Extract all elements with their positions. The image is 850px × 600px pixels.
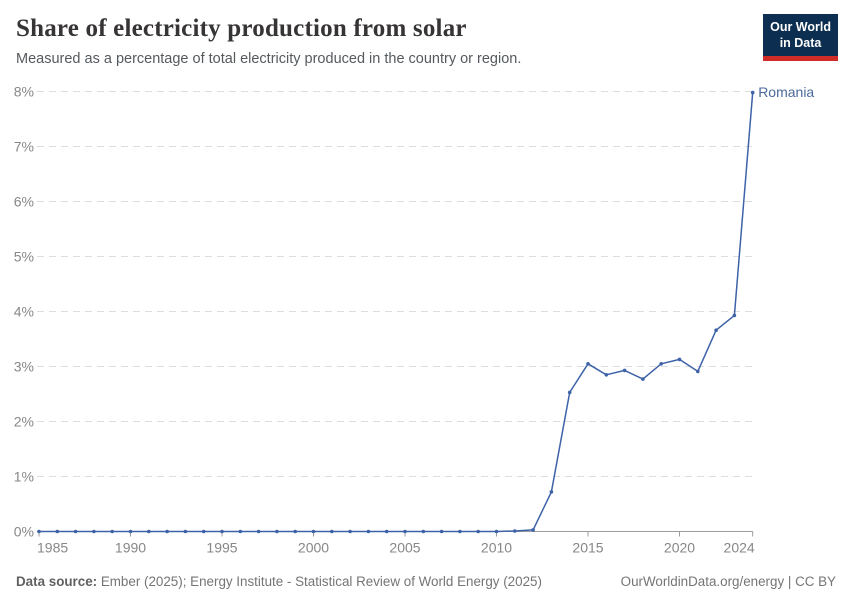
x-tick-label: 2010	[481, 540, 512, 556]
owid-logo-line2: in Data	[779, 36, 822, 51]
y-tick-label: 7%	[14, 139, 34, 155]
data-point	[458, 529, 462, 534]
data-point	[622, 368, 627, 373]
data-source-note: Data source: Ember (2025); Energy Instit…	[16, 574, 542, 589]
x-tick-label: 2020	[664, 540, 695, 556]
data-point	[696, 369, 700, 374]
data-point	[147, 529, 151, 534]
x-tick-label: 2024	[724, 540, 755, 556]
data-point	[73, 529, 78, 534]
data-point	[293, 529, 298, 534]
owid-logo-line1: Our World	[770, 20, 831, 34]
data-point	[220, 529, 224, 534]
data-point	[238, 529, 243, 534]
data-point	[384, 529, 389, 534]
data-point	[494, 529, 499, 534]
chart-header: Share of electricity production from sol…	[16, 14, 746, 68]
data-point	[55, 529, 60, 534]
data-point	[256, 529, 261, 534]
data-point	[403, 529, 407, 534]
data-point	[567, 390, 572, 395]
y-tick-label: 1%	[14, 469, 34, 485]
x-tick-label: 2000	[298, 540, 329, 556]
page-title: Share of electricity production from sol…	[16, 15, 467, 42]
y-tick-label: 6%	[14, 194, 34, 210]
data-point	[201, 529, 206, 534]
data-point	[37, 529, 41, 534]
x-tick-label: 1995	[206, 540, 237, 556]
data-source-text: Ember (2025); Energy Institute - Statist…	[97, 574, 542, 589]
chart-footer: Data source: Ember (2025); Energy Instit…	[16, 574, 836, 589]
y-tick-label: 4%	[14, 304, 34, 320]
data-point	[128, 529, 133, 534]
data-point	[330, 529, 334, 534]
x-tick-label: 1985	[37, 540, 68, 556]
romania-series-line[interactable]	[38, 91, 754, 533]
data-point	[604, 373, 609, 377]
data-point	[183, 529, 188, 534]
data-point	[165, 529, 169, 534]
data-point	[275, 529, 279, 534]
data-point	[110, 529, 114, 534]
data-point	[714, 328, 718, 333]
y-tick-label: 2%	[14, 414, 34, 430]
data-point	[659, 362, 663, 366]
x-tick-label: 1990	[115, 540, 146, 556]
x-tick-label: 2005	[389, 540, 420, 556]
data-point	[641, 377, 645, 381]
x-tick-label: 2015	[572, 540, 603, 556]
data-point	[311, 529, 316, 534]
owid-logo[interactable]: Our World in Data	[763, 14, 838, 61]
data-point	[421, 529, 426, 534]
data-point	[750, 90, 755, 95]
data-point	[549, 490, 554, 494]
data-point	[531, 528, 535, 532]
data-point	[366, 529, 371, 534]
data-point	[513, 529, 517, 533]
y-tick-label: 8%	[14, 84, 34, 100]
y-tick-label: 3%	[14, 359, 34, 375]
data-point	[92, 529, 96, 534]
data-source-label: Data source:	[16, 574, 98, 589]
y-tick-label: 5%	[14, 249, 34, 265]
y-tick-label: 0%	[14, 524, 34, 540]
page-subtitle: Measured as a percentage of total electr…	[16, 51, 522, 67]
data-point	[677, 357, 682, 362]
data-point	[476, 529, 481, 534]
data-point	[732, 313, 737, 318]
data-point	[439, 529, 444, 534]
data-point	[348, 529, 352, 534]
data-point	[586, 362, 590, 366]
series-end-label-romania[interactable]: Romania	[758, 84, 814, 100]
footer-credit-link[interactable]: OurWorldinData.org/energy | CC BY	[620, 574, 836, 589]
